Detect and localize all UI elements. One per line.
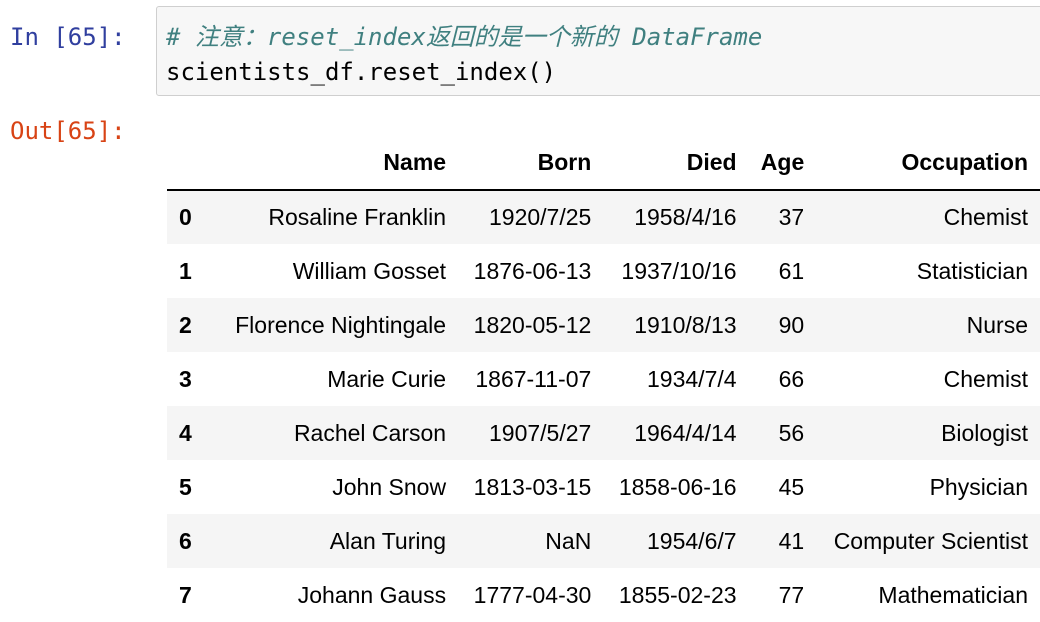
code-line: scientists_df.reset_index() bbox=[166, 58, 557, 86]
row-index: 7 bbox=[179, 581, 192, 608]
cell-name: Rosaline Franklin bbox=[268, 204, 447, 230]
cell-born: 1777-04-30 bbox=[473, 581, 592, 608]
index-header bbox=[167, 136, 204, 191]
dataframe-table: Name Born Died Age Occupation 0 Rosaline… bbox=[167, 136, 1040, 622]
cell-born: 1820-05-12 bbox=[473, 311, 592, 338]
cell-born: 1920/7/25 bbox=[488, 204, 592, 230]
cell-occupation: Chemist bbox=[943, 204, 1028, 230]
cell-name: Alan Turing bbox=[329, 527, 447, 554]
cell-died: 1937/10/16 bbox=[621, 257, 737, 284]
cell-name: William Gosset bbox=[292, 257, 447, 284]
table-row: 7 Johann Gauss 1777-04-30 1855-02-23 77 … bbox=[167, 568, 1040, 622]
cell-occupation: Mathematician bbox=[878, 581, 1028, 608]
table-row: 4 Rachel Carson 1907/5/27 1964/4/14 56 B… bbox=[167, 406, 1040, 460]
code-comment-line: # 注意：reset_index返回的是一个新的 DataFrame bbox=[166, 23, 763, 51]
row-index: 6 bbox=[179, 527, 192, 554]
cell-age: 37 bbox=[778, 204, 805, 230]
output-area: Name Born Died Age Occupation 0 Rosaline… bbox=[167, 136, 1040, 622]
cell-age: 45 bbox=[778, 473, 805, 500]
cell-born: 1876-06-13 bbox=[473, 257, 592, 284]
cell-age: 77 bbox=[778, 581, 805, 608]
code-input-area[interactable]: # 注意：reset_index返回的是一个新的 DataFrame scien… bbox=[156, 6, 1040, 96]
column-header-died: Died bbox=[603, 136, 749, 191]
column-header-born: Born bbox=[458, 136, 604, 191]
column-header-occupation: Occupation bbox=[816, 136, 1040, 191]
output-prompt: Out[65]: bbox=[10, 117, 126, 145]
cell-name: Johann Gauss bbox=[297, 581, 447, 608]
column-header-age: Age bbox=[748, 136, 817, 191]
table-header: Name Born Died Age Occupation bbox=[167, 136, 1040, 191]
cell-name: Marie Curie bbox=[327, 365, 447, 392]
table-row: 5 John Snow 1813-03-15 1858-06-16 45 Phy… bbox=[167, 460, 1040, 514]
cell-name: Florence Nightingale bbox=[235, 311, 447, 338]
cell-age: 66 bbox=[778, 365, 805, 392]
cell-name: Rachel Carson bbox=[293, 419, 447, 446]
cell-born: NaN bbox=[545, 527, 592, 554]
cell-occupation: Nurse bbox=[966, 311, 1028, 338]
input-prompt: In [65]: bbox=[10, 23, 126, 51]
cell-occupation: Physician bbox=[929, 473, 1028, 500]
row-index: 5 bbox=[179, 473, 192, 500]
cell-age: 61 bbox=[778, 257, 805, 284]
table-body: 0 Rosaline Franklin 1920/7/25 1958/4/16 … bbox=[167, 190, 1040, 622]
cell-born: 1907/5/27 bbox=[488, 419, 592, 446]
cell-born: 1813-03-15 bbox=[473, 473, 592, 500]
row-index: 4 bbox=[179, 419, 192, 446]
table-row: 0 Rosaline Franklin 1920/7/25 1958/4/16 … bbox=[167, 190, 1040, 244]
cell-died: 1910/8/13 bbox=[634, 311, 737, 338]
cell-died: 1958/4/16 bbox=[634, 204, 737, 230]
cell-occupation: Biologist bbox=[941, 419, 1028, 446]
cell-occupation: Computer Scientist bbox=[833, 527, 1028, 554]
cell-died: 1964/4/14 bbox=[634, 419, 737, 446]
column-header-name: Name bbox=[203, 136, 459, 191]
row-index: 1 bbox=[179, 257, 192, 284]
row-index: 3 bbox=[179, 365, 192, 392]
cell-age: 41 bbox=[778, 527, 805, 554]
cell-died: 1858-06-16 bbox=[618, 473, 737, 500]
cell-died: 1934/7/4 bbox=[647, 365, 737, 392]
cell-died: 1855-02-23 bbox=[618, 581, 737, 608]
cell-age: 56 bbox=[778, 419, 805, 446]
row-index: 2 bbox=[179, 311, 192, 338]
table-row: 1 William Gosset 1876-06-13 1937/10/16 6… bbox=[167, 244, 1040, 298]
cell-name: John Snow bbox=[332, 473, 447, 500]
table-row: 6 Alan Turing NaN 1954/6/7 41 Computer S… bbox=[167, 514, 1040, 568]
row-index: 0 bbox=[179, 204, 192, 230]
cell-occupation: Statistician bbox=[916, 257, 1028, 284]
cell-died: 1954/6/7 bbox=[647, 527, 737, 554]
cell-born: 1867-11-07 bbox=[475, 365, 592, 392]
cell-occupation: Chemist bbox=[943, 365, 1028, 392]
table-row: 3 Marie Curie 1867-11-07 1934/7/4 66 Che… bbox=[167, 352, 1040, 406]
table-row: 2 Florence Nightingale 1820-05-12 1910/8… bbox=[167, 298, 1040, 352]
header-row: Name Born Died Age Occupation bbox=[167, 136, 1040, 191]
cell-age: 90 bbox=[778, 311, 805, 338]
